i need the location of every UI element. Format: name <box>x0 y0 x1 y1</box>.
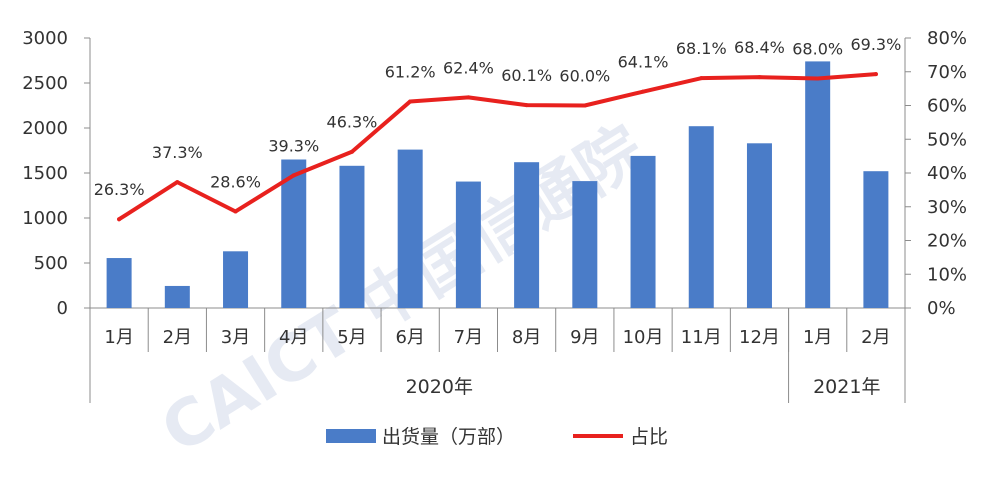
bar <box>397 149 423 308</box>
category-label: 11月 <box>681 327 722 348</box>
category-label: 5月 <box>337 327 366 348</box>
left-tick-label: 2000 <box>22 118 68 139</box>
legend: 出货量（万部） 占比 <box>326 426 668 448</box>
line-point <box>349 149 354 154</box>
right-tick-label: 70% <box>927 62 967 83</box>
line-point <box>641 89 646 94</box>
category-label: 12月 <box>739 327 780 348</box>
category-label: 10月 <box>623 327 664 348</box>
left-tick-label: 500 <box>34 253 68 274</box>
data-label: 60.0% <box>559 67 610 86</box>
data-label: 37.3% <box>152 143 203 162</box>
bar <box>281 159 307 308</box>
left-tick-label: 0 <box>57 298 68 319</box>
data-label: 28.6% <box>210 172 261 191</box>
line-point <box>408 99 413 104</box>
right-tick-label: 30% <box>927 197 967 218</box>
data-label: 69.3% <box>850 35 901 54</box>
data-label: 60.1% <box>501 66 552 85</box>
left-tick-label: 3000 <box>22 28 68 49</box>
line-point <box>233 209 238 214</box>
line-series <box>117 72 878 222</box>
right-tick-label: 10% <box>927 264 967 285</box>
right-tick-label: 40% <box>927 163 967 184</box>
category-label: 9月 <box>570 327 599 348</box>
category-label: 2月 <box>861 327 890 348</box>
category-label: 6月 <box>395 327 424 348</box>
right-tick-label: 50% <box>927 129 967 150</box>
line-point <box>291 173 296 178</box>
category-label: 3月 <box>221 327 250 348</box>
bar <box>630 155 656 308</box>
bar <box>223 251 249 308</box>
category-label: 4月 <box>279 327 308 348</box>
data-label: 68.0% <box>792 40 843 59</box>
data-label: 26.3% <box>94 180 145 199</box>
right-tick-label: 20% <box>927 231 967 252</box>
category-label: 7月 <box>454 327 483 348</box>
bar <box>746 143 772 308</box>
bar <box>106 258 132 308</box>
data-label: 62.4% <box>443 58 494 77</box>
line-point <box>757 75 762 80</box>
line-point <box>466 95 471 100</box>
bar <box>805 61 831 309</box>
bar <box>455 181 481 308</box>
bar <box>863 171 889 308</box>
left-tick-label: 1500 <box>22 163 68 184</box>
line-point <box>175 180 180 185</box>
data-label: 39.3% <box>268 136 319 155</box>
category-label: 8月 <box>512 327 541 348</box>
data-label: 68.4% <box>734 38 785 57</box>
share-line <box>117 72 878 222</box>
bar <box>339 165 365 308</box>
line-point <box>582 103 587 108</box>
category-label: 1月 <box>104 327 133 348</box>
legend-line-label: 占比 <box>630 426 668 448</box>
right-tick-label: 60% <box>927 96 967 117</box>
group-label: 2020年 <box>406 376 473 398</box>
category-label: 2月 <box>163 327 192 348</box>
bar <box>572 181 598 308</box>
data-label: 46.3% <box>327 113 378 132</box>
right-tick-label: 0% <box>927 298 956 319</box>
left-tick-label: 1000 <box>22 208 68 229</box>
group-label: 2021年 <box>813 376 880 398</box>
category-label: 1月 <box>803 327 832 348</box>
bar <box>688 126 714 308</box>
line-point <box>524 103 529 108</box>
data-label: 64.1% <box>618 53 669 72</box>
data-label: 61.2% <box>385 62 436 81</box>
line-point <box>699 76 704 81</box>
line-point <box>117 217 122 222</box>
legend-bar-swatch <box>326 429 376 443</box>
line-point <box>815 76 820 81</box>
bar-series <box>106 61 889 309</box>
data-labels: 26.3% 37.3% 28.6% 39.3% 46.3% 61.2% 62.4% 60.1%… <box>94 35 902 199</box>
right-tick-label: 80% <box>927 28 967 49</box>
line-point <box>873 72 878 77</box>
legend-bar-label: 出货量（万部） <box>382 426 515 448</box>
bar <box>514 162 540 308</box>
left-tick-label: 2500 <box>22 73 68 94</box>
bar <box>164 285 190 308</box>
data-label: 68.1% <box>676 39 727 58</box>
